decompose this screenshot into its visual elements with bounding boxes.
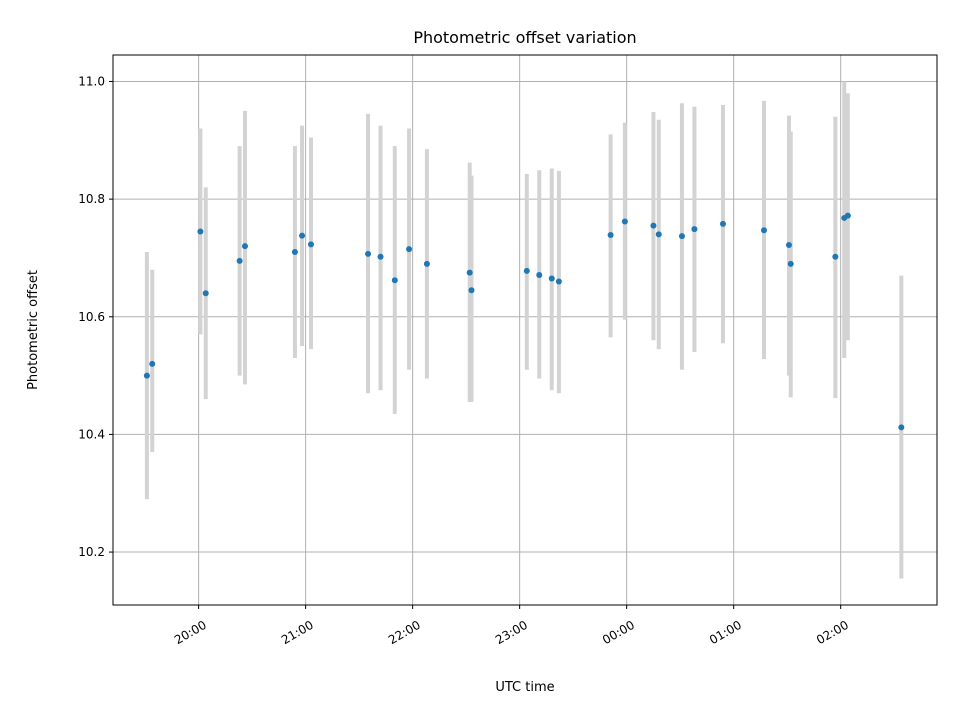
data-point xyxy=(391,277,398,284)
data-point xyxy=(377,253,384,260)
y-tick-label: 10.4 xyxy=(78,427,105,441)
data-point xyxy=(468,287,475,294)
data-point xyxy=(202,290,209,297)
y-tick-label: 10.8 xyxy=(78,192,105,206)
data-point xyxy=(149,360,156,367)
data-point xyxy=(548,275,555,282)
data-point xyxy=(406,246,413,253)
data-point xyxy=(719,220,726,227)
data-point xyxy=(523,267,530,274)
data-point xyxy=(299,232,306,239)
data-point xyxy=(197,228,204,235)
data-point xyxy=(555,278,562,285)
data-point xyxy=(655,231,662,238)
data-point xyxy=(607,232,614,238)
data-point xyxy=(365,250,372,257)
y-axis-label: Photometric offset xyxy=(26,270,41,390)
data-point xyxy=(236,257,243,264)
data-point xyxy=(678,233,685,240)
y-tick-label: 11.0 xyxy=(78,74,105,88)
data-point xyxy=(291,249,298,256)
data-point xyxy=(691,226,698,233)
data-point xyxy=(785,242,792,248)
data-point xyxy=(307,241,314,248)
data-point xyxy=(241,243,248,250)
x-axis-label: UTC time xyxy=(495,680,554,695)
data-point xyxy=(760,227,767,234)
data-point xyxy=(143,372,150,379)
data-point xyxy=(650,222,657,229)
y-tick-label: 10.2 xyxy=(78,545,105,559)
plot-frame xyxy=(112,54,938,606)
data-point xyxy=(787,260,794,267)
data-points xyxy=(143,212,905,431)
data-point xyxy=(832,253,839,260)
data-point xyxy=(536,272,543,278)
y-tick-label: 10.6 xyxy=(78,310,105,324)
chart-title: Photometric offset variation xyxy=(413,28,636,47)
data-point xyxy=(466,269,473,276)
data-point xyxy=(423,260,430,267)
data-point xyxy=(844,212,851,219)
data-point xyxy=(898,424,905,431)
data-point xyxy=(621,218,628,225)
